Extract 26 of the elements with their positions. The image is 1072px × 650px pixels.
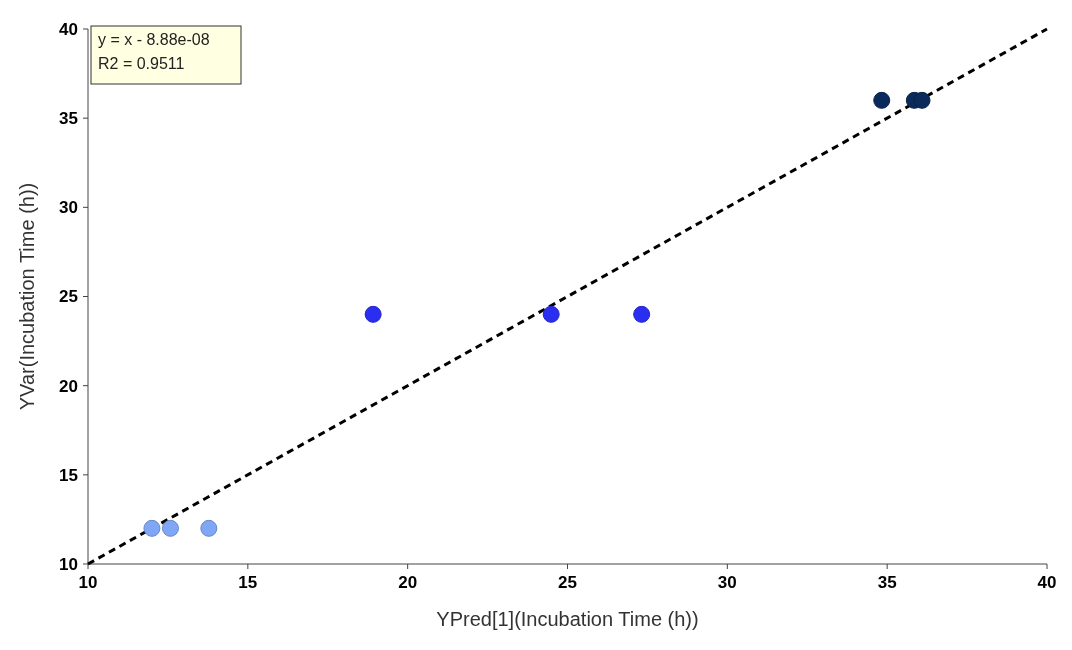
point (143, 519, 161, 537)
y-axis-title: YVar(Incubation Time (h)) (16, 182, 38, 411)
x-tick-label: 35 (877, 573, 897, 592)
y-tick-label: 40 (59, 19, 78, 39)
y-tick-label: 25 (59, 287, 78, 307)
annotation: y = x - 8.88e-08 (98, 31, 210, 48)
x-tick-label: 15 (238, 573, 258, 592)
annotation: R2 = 0.9511 (98, 55, 185, 72)
y-tick-label: 30 (59, 198, 78, 218)
y-tick-label: 20 (59, 376, 78, 396)
x-axis-title: YPred[1](Incubation Time (h)) (436, 608, 699, 630)
x-tick-label: 10 (78, 573, 98, 592)
x-tick-label: 25 (558, 573, 577, 592)
y-tick-label: 15 (59, 465, 78, 485)
point (200, 519, 218, 537)
y-tick-label: 35 (59, 109, 78, 129)
x-tick-label: 20 (398, 573, 418, 592)
point (161, 519, 179, 537)
point (633, 305, 651, 323)
point (364, 305, 382, 323)
point (913, 91, 931, 109)
point (542, 305, 560, 323)
x-tick-label: 40 (1037, 573, 1057, 592)
x-tick-label: 30 (717, 573, 737, 592)
y-tick-label: 10 (59, 554, 78, 574)
point (873, 91, 891, 109)
